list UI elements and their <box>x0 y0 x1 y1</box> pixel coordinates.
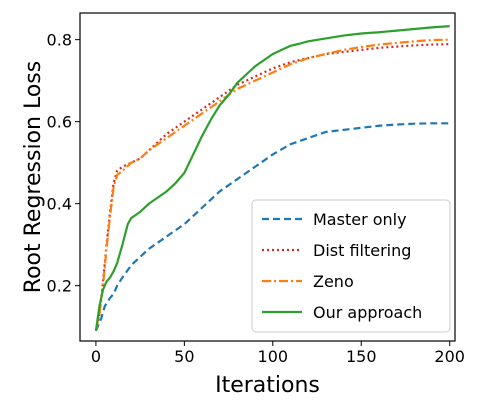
x-tick-label: 200 <box>434 347 465 366</box>
y-tick-label: 0.4 <box>47 195 72 214</box>
x-tick-label: 150 <box>346 347 377 366</box>
y-axis-title: Root Regression Loss <box>21 61 46 293</box>
y-tick-label: 0.2 <box>47 277 72 296</box>
legend: Master only Dist filtering Zeno Our approac… <box>251 199 451 333</box>
series-lines <box>94 25 450 332</box>
series-line-our-approach <box>94 25 450 331</box>
legend-label-our-approach: Our approach <box>313 303 422 322</box>
x-tick-label: 50 <box>174 347 194 366</box>
legend-box <box>251 199 451 333</box>
y-tick-label: 0.8 <box>47 31 72 50</box>
legend-label-zeno: Zeno <box>313 272 354 291</box>
legend-items: Master only Dist filtering Zeno Our approac… <box>262 210 422 322</box>
series-line-master-only <box>94 122 450 332</box>
y-tick-label: 0.6 <box>47 113 72 132</box>
legend-label-dist-filtering: Dist filtering <box>313 241 411 260</box>
series-line-zeno <box>94 38 450 331</box>
x-tick-label: 100 <box>258 347 289 366</box>
x-tick-label: 0 <box>91 347 101 366</box>
axis-ticks: 0 50 100 150 200 0.2 0.4 0.6 0.8 <box>47 31 465 366</box>
legend-label-master-only: Master only <box>313 210 407 229</box>
x-axis-title: Iterations <box>215 373 320 398</box>
